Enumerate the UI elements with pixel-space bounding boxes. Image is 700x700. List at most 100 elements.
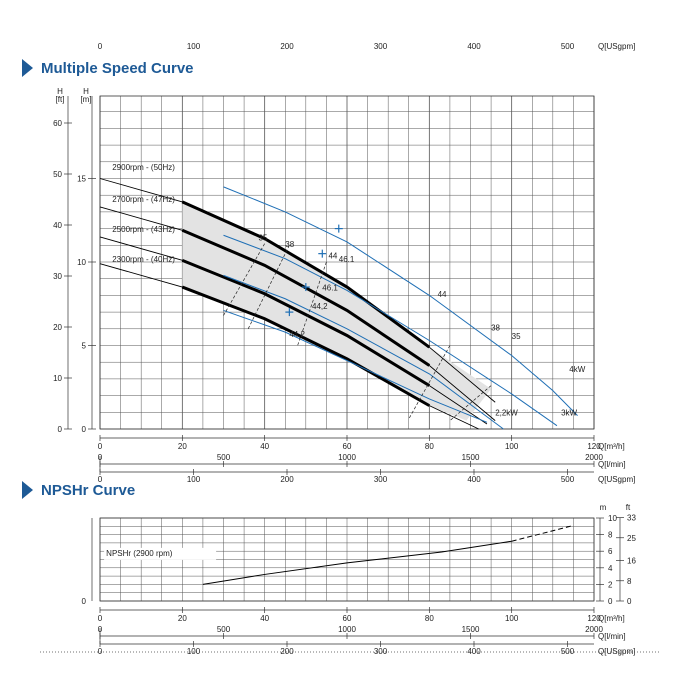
npsh-m-unit: m [600,503,607,512]
npsh-qm3h-tick-label: 100 [505,614,519,623]
power-curve-blue [223,186,578,416]
npsh-qlmin-tick-label: 0 [98,625,103,634]
npsh-m-tick-label: 6 [608,547,613,556]
main-qusgpm-unit: Q[USgpm] [598,475,635,484]
ft-tick-label: 40 [53,221,62,230]
efficiency-label: 44,2 [289,330,305,339]
npsh-qlmin-tick-label: 500 [217,625,231,634]
power-label: 2,2kW [495,409,518,418]
main-qlmin-tick-label: 1500 [462,453,480,462]
efficiency-band [182,201,492,421]
ft-axis-title: H [57,87,63,96]
speed-label: 2500rpm - (43Hz) [112,225,175,234]
efficiency-label: 38 [491,323,500,332]
npsh-plot-frame [99,517,595,602]
npsh-qusgpm-tick-label: 400 [467,647,481,656]
ft-axis-unit: [ft] [56,95,65,104]
npsh-qlmin-tick-label: 1500 [462,625,480,634]
npsh-ft-tick-label: 0 [627,597,632,606]
npsh-ft-unit: ft [626,503,631,512]
main-qlmin-tick-label: 2000 [585,453,603,462]
speed-label: 2900rpm - (50Hz) [112,163,175,172]
npsh-m-tick-label: 8 [608,531,613,540]
main-qusgpm-tick-label: 0 [98,475,103,484]
top-usgpm-tick: 500 [561,42,575,51]
npsh-qusgpm-tick-label: 300 [374,647,388,656]
npsh-qm3h-tick-label: 20 [178,614,187,623]
main-qm3h-tick-label: 120 [587,442,601,451]
npsh-ft-tick-label: 16 [627,557,636,566]
m-axis-title: H [83,87,89,96]
main-qlmin-tick-label: 0 [98,453,103,462]
speed-label: 2700rpm - (47Hz) [112,195,175,204]
top-usgpm-tick: 300 [374,42,388,51]
main-qm3h-unit: Q[m³/h] [598,442,625,451]
ft-tick-label: 60 [53,119,62,128]
efficiency-label: 35 [258,233,267,242]
efficiency-label: 35 [512,332,521,341]
ft-tick-label: 50 [53,170,62,179]
efficiency-label: 44 [438,290,447,299]
npshr-heading: NPSHr Curve [22,481,135,499]
power-label: 3kW [561,409,577,418]
npsh-qlmin-tick-label: 1000 [338,625,356,634]
npsh-ft-tick-label: 25 [627,534,636,543]
plot-frame [99,95,595,430]
main-qm3h-tick-label: 20 [178,442,187,451]
npsh-qlmin-tick-label: 2000 [585,625,603,634]
m-tick-label: 5 [82,342,87,351]
npsh-qusgpm-tick-label: 200 [280,647,294,656]
npsh-qm3h-tick-label: 60 [343,614,352,623]
npsh-qm3h-tick-label: 40 [260,614,269,623]
npsh-m-tick-label: 0 [608,597,613,606]
ft-tick-label: 30 [53,272,62,281]
npsh-m-tick-label: 4 [608,564,613,573]
main-qusgpm-tick-label: 200 [280,475,294,484]
section-arrow-icon [22,59,33,77]
npshr-curve [202,540,512,585]
top-usgpm-unit: Q[USgpm] [598,42,635,51]
npsh-qusgpm-unit: Q[USgpm] [598,647,635,656]
main-qm3h-tick-label: 60 [343,442,352,451]
main-qlmin-unit: Q[l/min] [598,460,626,469]
npsh-qusgpm-tick-label: 500 [561,647,575,656]
npshr-curve-extension [511,524,574,542]
npsh-ft-tick-label: 33 [627,514,636,523]
top-usgpm-tick: 0 [98,42,103,51]
power-curve-blue [223,234,558,427]
speed-label: 2300rpm - (40Hz) [112,255,175,264]
multiple-speed-title: Multiple Speed Curve [41,59,194,77]
main-qlmin-tick-label: 1000 [338,453,356,462]
m-axis-unit: [m] [80,95,91,104]
power-curve-blue [223,274,504,430]
npsh-qm3h-tick-label: 120 [587,614,601,623]
main-qlmin-tick-label: 500 [217,453,231,462]
power-curve-blue [223,309,488,423]
multiple-speed-heading: Multiple Speed Curve [22,59,194,77]
main-qm3h-tick-label: 80 [425,442,434,451]
main-qusgpm-tick-label: 400 [467,475,481,484]
efficiency-label: 44 [328,252,337,261]
npshr-title: NPSHr Curve [41,481,136,499]
npsh-qm3h-tick-label: 0 [98,614,103,623]
main-qusgpm-tick-label: 500 [561,475,575,484]
m-tick-label: 15 [77,175,86,184]
power-label: 4kW [569,365,585,374]
iso-efficiency-line [408,345,451,420]
npsh-qm3h-tick-label: 80 [425,614,434,623]
top-usgpm-tick: 400 [467,42,481,51]
top-usgpm-tick: 200 [280,42,294,51]
main-qm3h-tick-label: 100 [505,442,519,451]
head-curve-bold [181,285,431,407]
iso-efficiency-line [449,385,492,421]
efficiency-label: 46.1 [339,255,355,264]
m-tick-label: 0 [82,425,87,434]
ft-tick-label: 20 [53,323,62,332]
head-curve-bold [181,200,431,349]
npsh-qm3h-unit: Q[m³/h] [598,614,625,623]
main-qm3h-tick-label: 40 [260,442,269,451]
m-tick-label: 10 [77,258,86,267]
npsh-qusgpm-tick-label: 100 [187,647,201,656]
npsh-left-tick: 0 [82,597,87,606]
